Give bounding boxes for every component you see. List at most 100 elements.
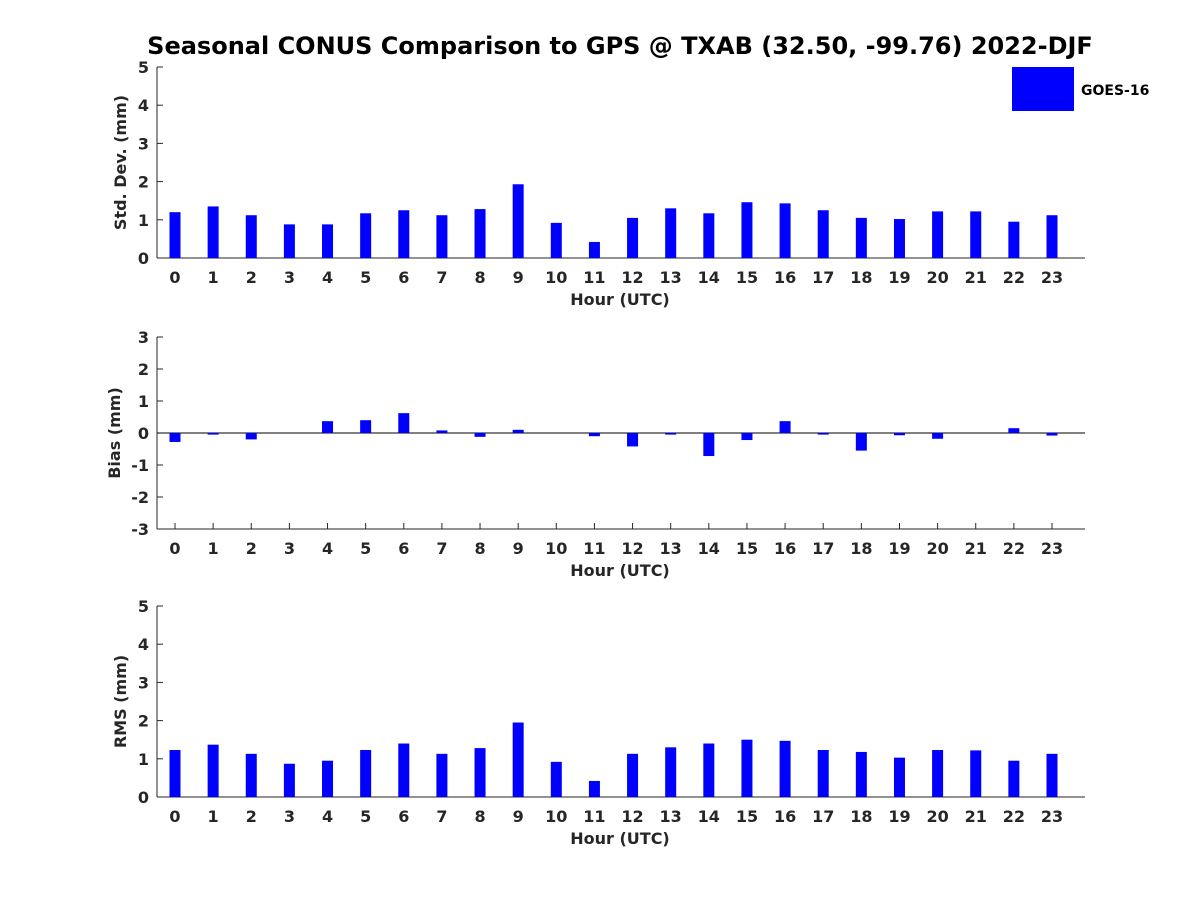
std-dev-y-tick-label: 4: [138, 96, 149, 115]
rms-bar-hour-3: [283, 763, 295, 797]
std-dev-bar-hour-12: [627, 217, 639, 258]
bias-bar-hour-22: [1008, 428, 1020, 433]
std-dev-x-tick-label: 16: [774, 268, 796, 287]
rms-x-tick-label: 23: [1041, 807, 1063, 826]
legend-label: GOES-16: [1081, 83, 1149, 99]
bias-x-tick-label: 3: [284, 539, 295, 558]
std-dev-x-tick-label: 19: [888, 268, 910, 287]
std-dev-y-tick-label: 1: [138, 211, 149, 230]
rms-x-axis-label: Hour (UTC): [570, 829, 670, 848]
bias-y-tick-label: 1: [138, 392, 149, 411]
rms-x-tick-label: 6: [398, 807, 409, 826]
bias-bar-hour-18: [855, 433, 867, 451]
bias-bar-hour-14: [703, 433, 715, 457]
bias-x-tick-label: 20: [926, 539, 948, 558]
bias-x-tick-label: 11: [583, 539, 605, 558]
rms-x-tick-label: 10: [545, 807, 567, 826]
bias-x-tick-label: 4: [322, 539, 333, 558]
std-dev-bar-hour-3: [283, 224, 295, 258]
std-dev-bar-hour-10: [550, 222, 562, 258]
bias-bar-hour-19: [893, 433, 905, 436]
bias-y-tick-label: -1: [131, 456, 149, 475]
rms-y-tick-label: 4: [138, 635, 149, 654]
rms-y-tick-label: 2: [138, 712, 149, 731]
rms-x-tick-label: 1: [208, 807, 219, 826]
bias-x-axis-label: Hour (UTC): [570, 561, 670, 580]
rms-x-tick-label: 15: [736, 807, 758, 826]
bias-bar-hour-12: [627, 433, 639, 447]
bias-bar-hour-20: [932, 433, 944, 439]
bias-bar-hour-6: [398, 413, 410, 433]
bias-bar-hour-2: [245, 433, 257, 440]
std-dev-x-axis-label: Hour (UTC): [570, 290, 670, 309]
std-dev-x-tick-label: 6: [398, 268, 409, 287]
bias-x-tick-label: 12: [621, 539, 643, 558]
bias-x-tick-label: 14: [698, 539, 720, 558]
bias-bar-hour-7: [436, 430, 448, 433]
rms-x-tick-label: 13: [660, 807, 682, 826]
rms-x-tick-label: 18: [850, 807, 872, 826]
std-dev-x-tick-label: 9: [513, 268, 524, 287]
bias-x-tick-label: 18: [850, 539, 872, 558]
rms-bar-hour-9: [512, 722, 524, 797]
std-dev-x-tick-label: 2: [246, 268, 257, 287]
std-dev-y-tick-label: 5: [138, 58, 149, 77]
std-dev-bar-hour-14: [703, 213, 715, 258]
rms-bar-hour-22: [1008, 760, 1020, 797]
legend-swatch: [1012, 67, 1074, 111]
rms-x-tick-label: 9: [513, 807, 524, 826]
std-dev-y-tick-label: 2: [138, 173, 149, 192]
rms-bar-hour-18: [855, 751, 867, 797]
std-dev-bar-hour-20: [932, 211, 944, 258]
rms-bar-hour-15: [741, 739, 753, 797]
bias-x-tick-label: 7: [436, 539, 447, 558]
std-dev-x-tick-label: 15: [736, 268, 758, 287]
std-dev-bar-hour-13: [665, 208, 677, 258]
std-dev-bar-hour-11: [588, 241, 600, 258]
std-dev-x-tick-label: 7: [436, 268, 447, 287]
rms-bar-hour-16: [779, 740, 791, 797]
bias-bar-hour-5: [360, 420, 372, 433]
rms-bar-hour-4: [322, 760, 334, 797]
bias-x-tick-label: 8: [474, 539, 485, 558]
std-dev-bar-hour-6: [398, 210, 410, 258]
std-dev-x-tick-label: 8: [474, 268, 485, 287]
rms-bar-hour-21: [970, 750, 982, 797]
bias-x-tick-label: 16: [774, 539, 796, 558]
std-dev-bar-hour-4: [322, 224, 334, 258]
bias-bar-hour-23: [1046, 433, 1058, 436]
bias-y-tick-label: -2: [131, 488, 149, 507]
rms-bar-hour-11: [588, 780, 600, 797]
bias-y-tick-label: 3: [138, 328, 149, 347]
bias-bar-hour-1: [207, 433, 219, 435]
rms-x-tick-label: 2: [246, 807, 257, 826]
rms-x-tick-label: 11: [583, 807, 605, 826]
rms-bar-hour-13: [665, 747, 677, 797]
std-dev-x-tick-label: 0: [169, 268, 180, 287]
bias-x-tick-label: 13: [660, 539, 682, 558]
std-dev-bar-hour-19: [893, 219, 905, 258]
rms-bar-hour-6: [398, 743, 410, 797]
rms-x-tick-label: 7: [436, 807, 447, 826]
rms-bar-hour-8: [474, 748, 486, 797]
std-dev-x-tick-label: 22: [1003, 268, 1025, 287]
rms-bar-hour-20: [932, 750, 944, 797]
rms-y-tick-label: 5: [138, 597, 149, 616]
rms-x-tick-label: 8: [474, 807, 485, 826]
bias-x-tick-label: 5: [360, 539, 371, 558]
bias-bar-hour-15: [741, 433, 753, 441]
bias-x-tick-label: 17: [812, 539, 834, 558]
rms-bar-hour-10: [550, 761, 562, 797]
bias-bar-hour-0: [169, 433, 181, 442]
rms-bar-hour-14: [703, 743, 715, 797]
std-dev-x-tick-label: 3: [284, 268, 295, 287]
std-dev-bar-hour-9: [512, 184, 524, 258]
std-dev-x-tick-label: 10: [545, 268, 567, 287]
rms-bar-hour-7: [436, 753, 448, 797]
rms-x-tick-label: 12: [621, 807, 643, 826]
rms-x-tick-label: 14: [698, 807, 720, 826]
bias-bar-hour-9: [512, 429, 524, 433]
std-dev-y-tick-label: 0: [138, 249, 149, 268]
std-dev-bar-hour-18: [855, 217, 867, 258]
